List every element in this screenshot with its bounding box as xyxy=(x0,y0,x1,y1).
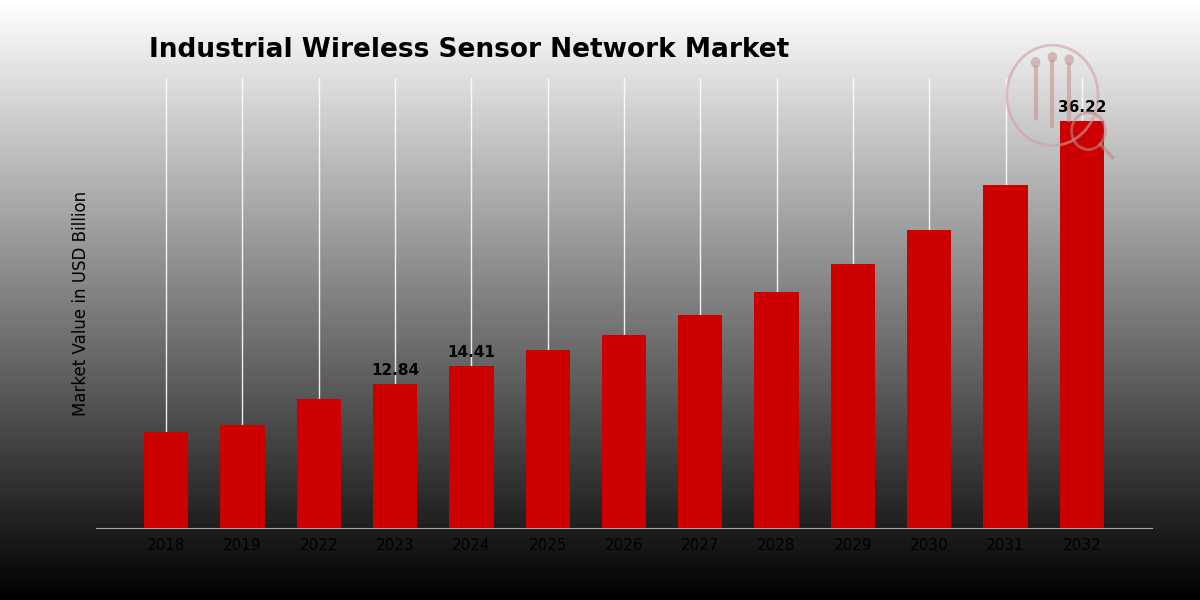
Bar xyxy=(602,335,646,528)
Text: 36.22: 36.22 xyxy=(1057,100,1106,115)
Text: Industrial Wireless Sensor Network Market: Industrial Wireless Sensor Network Marke… xyxy=(149,37,790,63)
Circle shape xyxy=(1031,57,1040,68)
Bar xyxy=(296,398,341,528)
Text: 12.84: 12.84 xyxy=(371,363,419,378)
Bar xyxy=(144,433,188,528)
Bar xyxy=(449,366,493,528)
Circle shape xyxy=(1048,52,1057,62)
Circle shape xyxy=(1064,55,1074,65)
Text: 14.41: 14.41 xyxy=(448,345,496,360)
Bar xyxy=(1060,121,1104,528)
Bar xyxy=(907,230,952,528)
Bar xyxy=(830,263,875,528)
Bar xyxy=(221,425,264,528)
Bar xyxy=(755,292,799,528)
Bar xyxy=(526,350,570,528)
Bar xyxy=(373,383,418,528)
Bar xyxy=(984,185,1027,528)
Bar xyxy=(678,316,722,528)
Y-axis label: Market Value in USD Billion: Market Value in USD Billion xyxy=(72,190,90,416)
